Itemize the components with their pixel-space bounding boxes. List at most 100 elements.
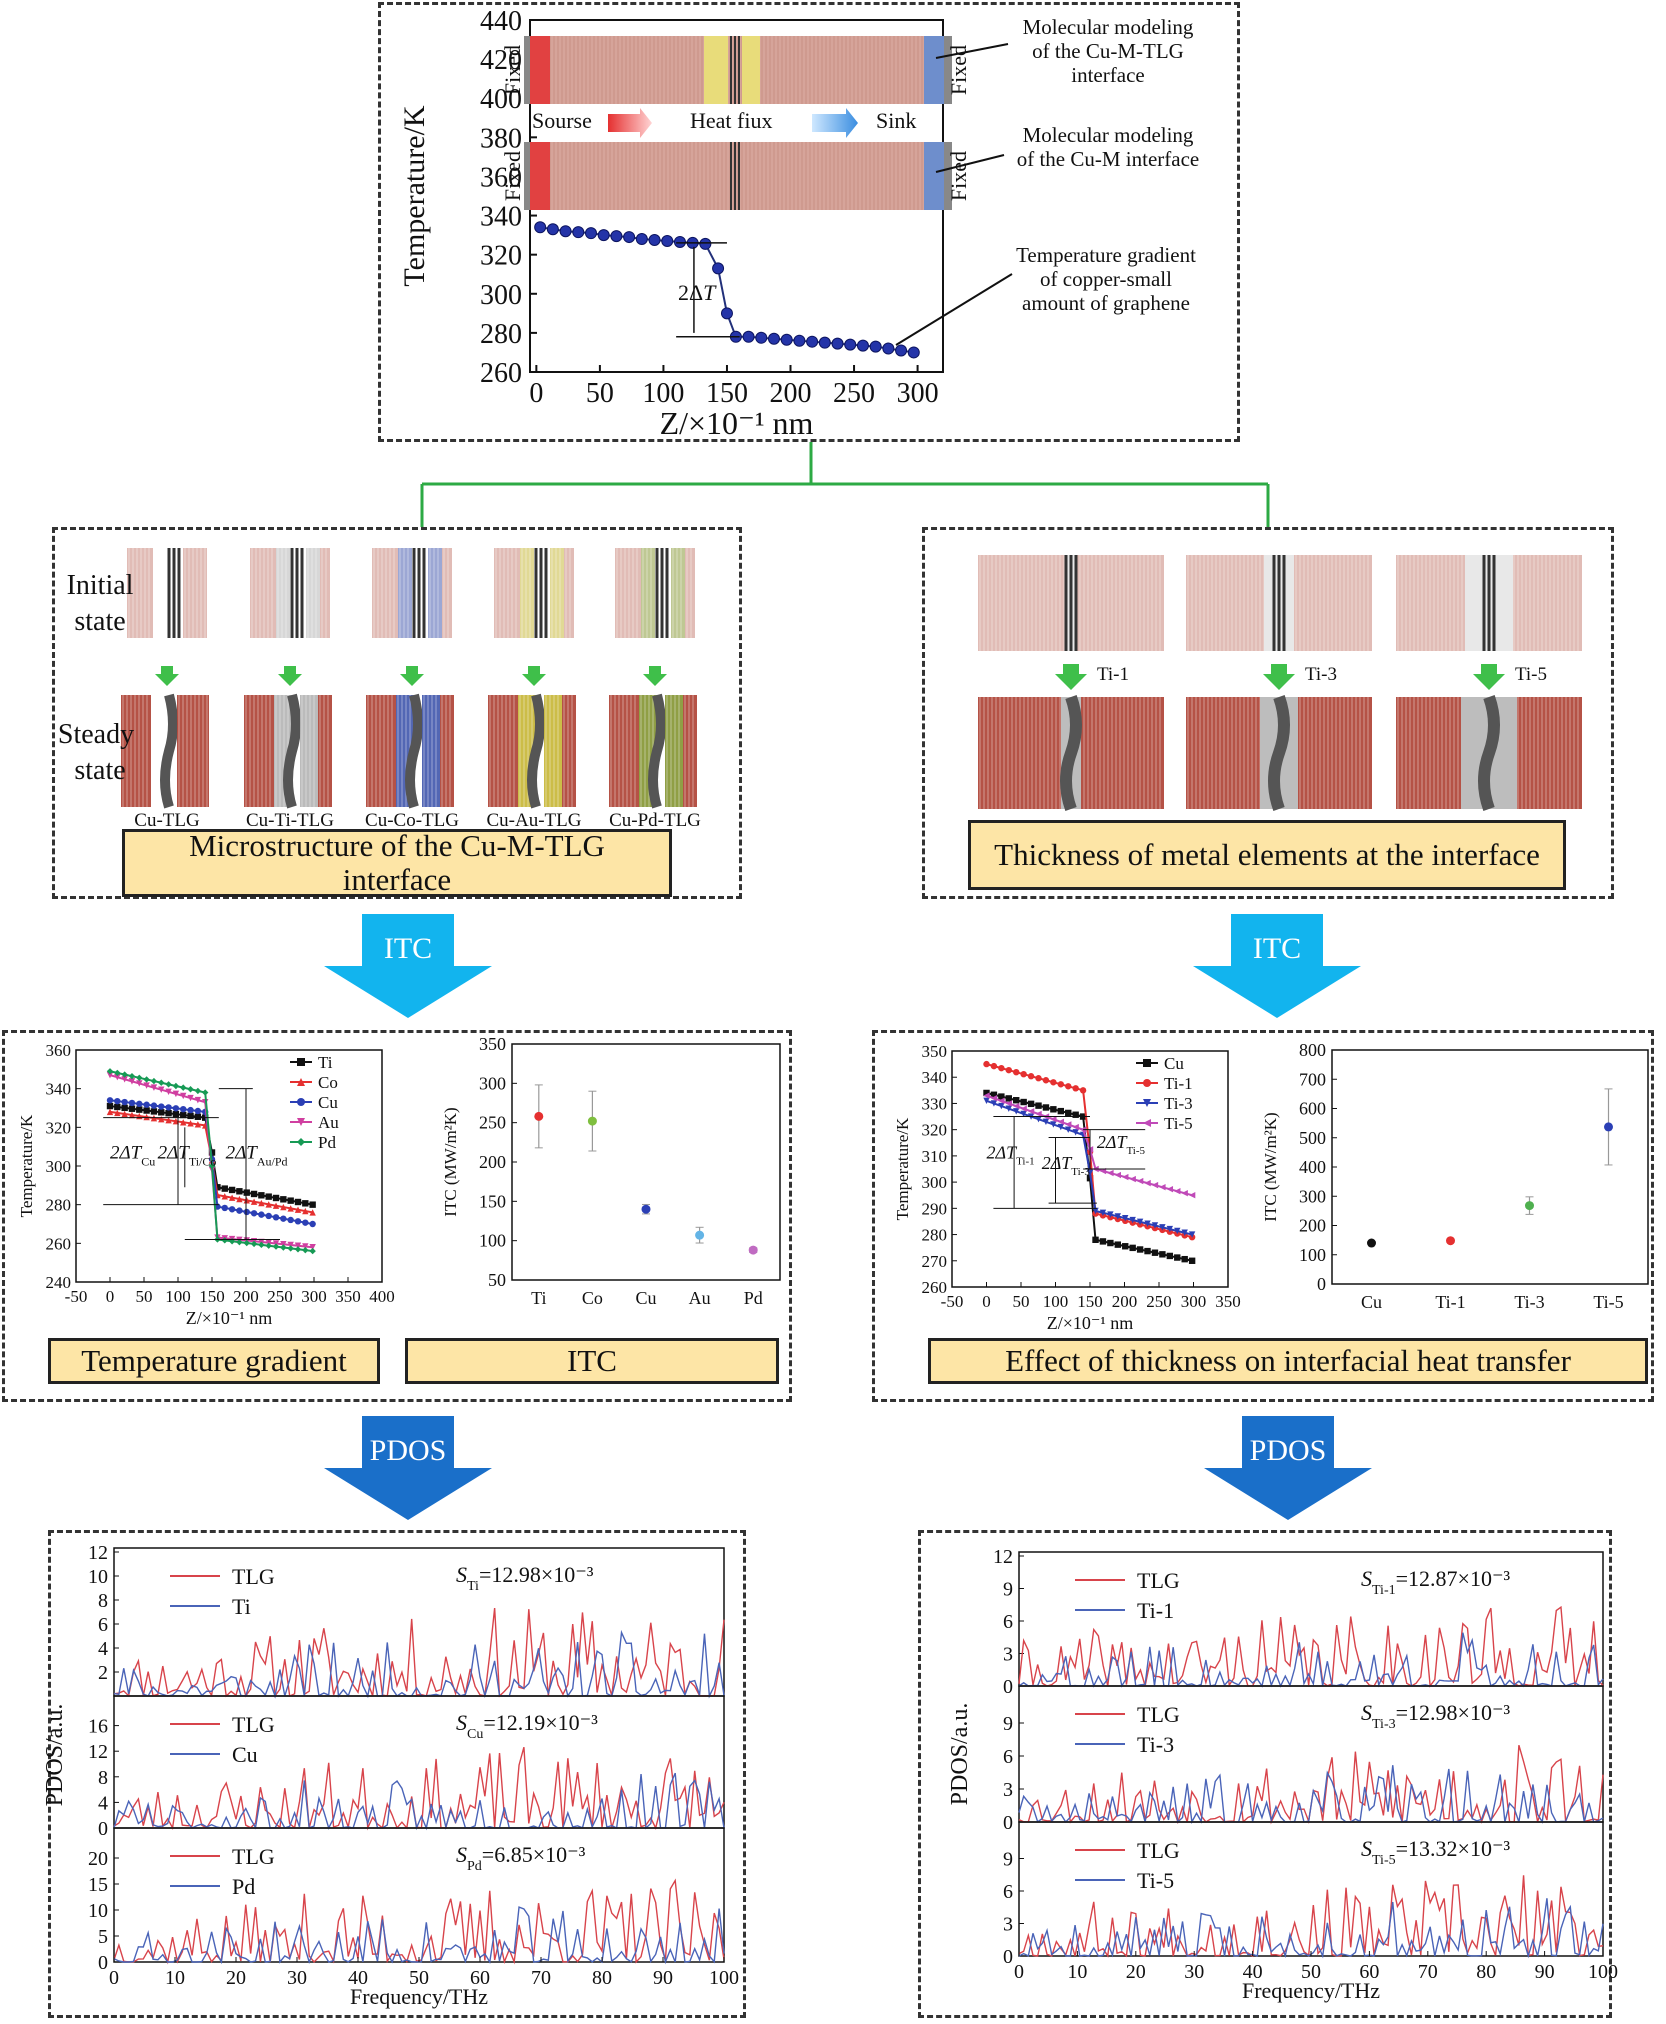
- series-point-Au: [294, 1242, 302, 1249]
- series-point-Cu: [243, 1208, 250, 1216]
- series-point-Ti: [165, 1110, 172, 1117]
- series-point-Ti-3: [1005, 1105, 1012, 1112]
- series-point-Ti: [136, 1106, 143, 1113]
- annotation-ti-5: 2ΔTTi-5: [1097, 1132, 1146, 1157]
- series-point-Cu: [1027, 1100, 1035, 1108]
- series-point-Ti: [214, 1184, 221, 1191]
- initial-cu-right: [564, 548, 574, 638]
- series-point-Pd: [121, 1071, 128, 1078]
- x-tick-label: 80: [1476, 1961, 1496, 1983]
- temperature-point: [584, 227, 597, 240]
- s-value-Ti-1: STi-1=12.87×10⁻³: [1361, 1566, 1511, 1598]
- steady-cu-right: [562, 695, 576, 807]
- series-point-Ti-1: [990, 1062, 998, 1070]
- x-tick-label: 90: [653, 1967, 673, 1989]
- steady-cu-right: [440, 695, 454, 807]
- series-point-Ti: [180, 1111, 187, 1119]
- initial-metal-fill: [398, 548, 412, 638]
- series-point-Cu: [1050, 1106, 1057, 1113]
- annotation-gradient: amount of graphene: [1022, 291, 1190, 315]
- series-point-Ti-1: [1079, 1087, 1087, 1094]
- series-point-Cu: [1005, 1095, 1012, 1102]
- x-tick-label: 100: [165, 1287, 191, 1306]
- itc-chart-3: 0 100 200 300 400 500 600 700 800 Cu Ti-1 Ti-3 Ti-5 I…: [1261, 1040, 1649, 1312]
- series-point-Ti-5: [998, 1097, 1005, 1105]
- initial-cu-right-fill: [442, 548, 452, 638]
- series-point-Co: [236, 1195, 243, 1203]
- series-point-Cu: [1174, 1254, 1181, 1261]
- s-value-Ti-3: STi-3=12.98×10⁻³: [1361, 1700, 1511, 1732]
- series-point-Pd: [236, 1238, 243, 1246]
- y-tick-label: 9: [1003, 1579, 1013, 1601]
- legend-cmp-label: Ti: [232, 1594, 251, 1619]
- top-x-tick-label: 300: [897, 378, 939, 409]
- steady-cu-right: [318, 695, 332, 807]
- series-point-Pd: [194, 1087, 202, 1095]
- series-point-Pd: [202, 1089, 209, 1096]
- structure-label-1: Cu-Ti-TLG: [246, 810, 334, 831]
- y-axis-label: Temperature/K: [17, 1114, 36, 1217]
- series-point-Cu: [1144, 1247, 1151, 1255]
- top-x-tick-label: 150: [706, 378, 748, 409]
- series-point-Cu: [990, 1091, 998, 1098]
- series-point-Cu: [258, 1211, 265, 1218]
- legend-label-Ti: Ti: [318, 1053, 333, 1072]
- series-point-Ti-1: [1072, 1085, 1079, 1092]
- y-tick-label: 0: [1003, 1812, 1013, 1834]
- temperature-point: [699, 237, 712, 250]
- left-structure-title: Microstructure of the Cu-M-TLG interface: [122, 829, 672, 897]
- series-point-Cu: [1099, 1238, 1107, 1245]
- series-point-Pd: [150, 1077, 158, 1085]
- temperature-point: [673, 235, 686, 248]
- legend-marker: [297, 1118, 305, 1126]
- green-arrow: [522, 666, 546, 686]
- temperature-point: [597, 229, 610, 242]
- initial-label: Initial: [67, 570, 134, 601]
- series-point-Cu: [228, 1206, 236, 1213]
- y-tick-label: 100: [1299, 1245, 1326, 1265]
- y-tick-label: 9: [1003, 1849, 1013, 1871]
- top-y-label: Temperature/K: [398, 105, 431, 286]
- x-tick-label: 10: [1067, 1961, 1087, 1983]
- series-point-Co: [250, 1198, 258, 1205]
- initial-cu-left: [127, 548, 153, 638]
- y-axis-label: ITC (MW/m²K): [1261, 1112, 1280, 1221]
- series-point-Co: [228, 1194, 236, 1201]
- x-tick-label: -50: [65, 1287, 88, 1306]
- series-point-Ti-3: [1050, 1121, 1057, 1128]
- series-point-Ti-3: [1042, 1118, 1050, 1125]
- annotation-gradient: of copper-small: [1040, 267, 1172, 291]
- y-tick-label: 15: [88, 1874, 108, 1896]
- temperature-point: [780, 333, 793, 346]
- y-tick-label: 3: [1003, 1644, 1013, 1666]
- series-point-Cu: [1129, 1244, 1136, 1252]
- panel-left-itc: [2, 1030, 792, 1402]
- x-axis-label: Frequency/THz: [350, 1984, 488, 2009]
- series-point-Co: [158, 1115, 165, 1123]
- itc-point-Cu: [1367, 1238, 1376, 1248]
- series-point-Ti-3: [1107, 1211, 1114, 1218]
- legend-cmp-label: Ti-3: [1137, 1732, 1174, 1757]
- legend-marker: [297, 1138, 305, 1146]
- legend-ref-label: TLG: [232, 1564, 275, 1589]
- series-point-Cu: [1122, 1243, 1129, 1250]
- series-point-Ti: [265, 1193, 272, 1200]
- legend-marker: [297, 1098, 305, 1106]
- series-point-Ti: [128, 1105, 136, 1112]
- series-point-Pd: [158, 1079, 165, 1086]
- series-point-Ti: [194, 1113, 202, 1120]
- series-point-Ti-5: [1005, 1100, 1012, 1107]
- s-value-Ti-5: STi-5=13.32×10⁻³: [1361, 1836, 1511, 1868]
- series-point-Pd: [187, 1086, 194, 1093]
- y-tick-label: 0: [98, 1818, 108, 1840]
- temperature-point: [720, 307, 733, 320]
- initial-cu-left: [494, 548, 520, 638]
- legend-label-Co: Co: [318, 1073, 338, 1092]
- series-point-Ti-3: [1174, 1227, 1181, 1235]
- fixed-right: [944, 36, 952, 104]
- temperature-point: [635, 233, 648, 246]
- series-point-Cu: [1188, 1257, 1196, 1264]
- series-point-Ti-1: [1013, 1068, 1020, 1076]
- category-label-Au: Au: [689, 1288, 711, 1308]
- pdos-series-cmp: [1018, 1632, 1604, 1688]
